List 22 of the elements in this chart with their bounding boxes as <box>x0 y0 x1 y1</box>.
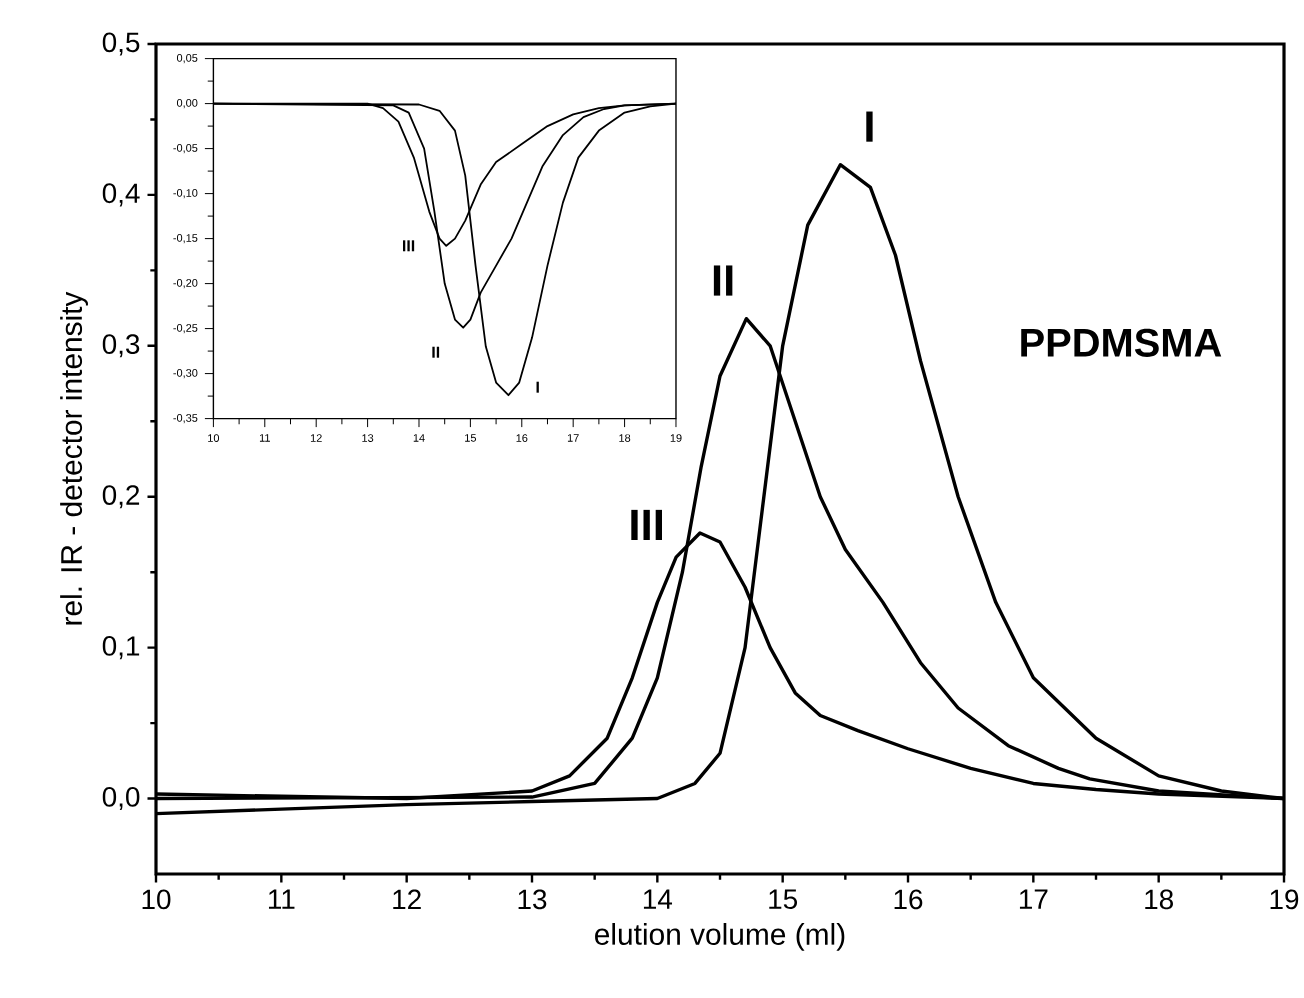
x-tick-label: 17 <box>1019 889 1048 909</box>
x-tick-label: 14 <box>643 889 673 909</box>
x-tick-label: 10 <box>142 889 171 910</box>
y-tick-label: 0,0 <box>102 787 140 811</box>
x-tick-label: 12 <box>393 889 421 910</box>
annotation: PPDMSMA <box>1021 328 1222 357</box>
y-tick-label: 0,4 <box>102 183 140 207</box>
y-axis-title: rel. IR - detector intensity <box>60 291 88 625</box>
y-tick-label: 0,5 <box>102 32 140 56</box>
series-label: I <box>866 111 873 142</box>
x-tick-label: 11 <box>268 889 295 909</box>
x-tick-label: 16 <box>894 889 923 910</box>
x-tick-label: 15 <box>769 889 798 910</box>
y-tick-label: 0,1 <box>102 636 140 660</box>
x-tick-label: 18 <box>1145 889 1173 910</box>
x-tick-label: 19 <box>1270 889 1299 910</box>
x-axis-title: elution volume (ml) <box>595 922 845 951</box>
x-tick-label: 13 <box>518 889 547 910</box>
series-label: III <box>631 509 662 541</box>
series-label: II <box>713 265 733 296</box>
y-tick-label: 0,3 <box>102 334 140 358</box>
y-tick-label: 0,2 <box>102 485 140 509</box>
